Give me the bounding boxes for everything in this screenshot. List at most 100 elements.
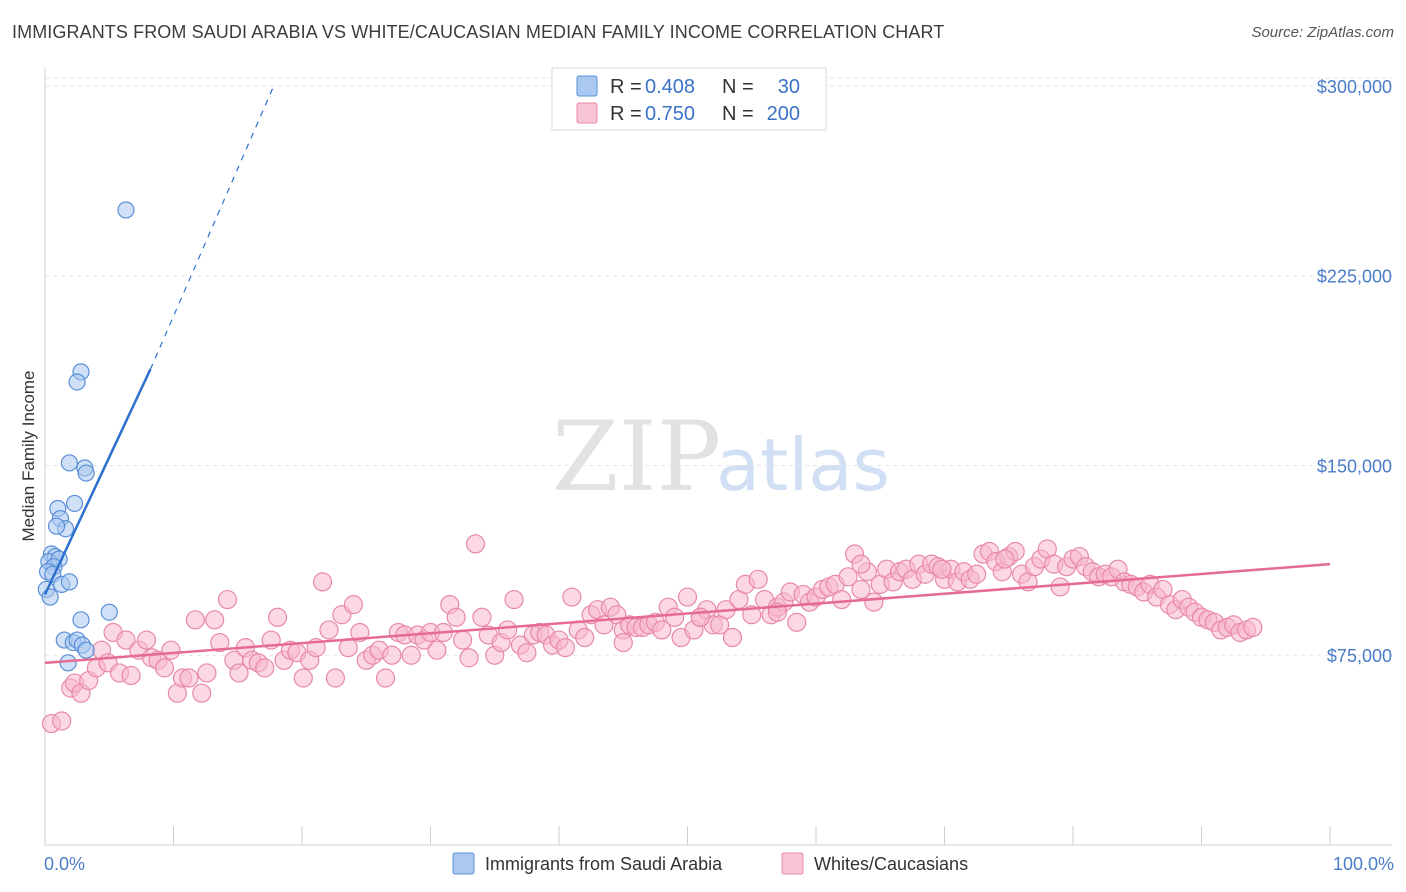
y-tick-label: $225,000 xyxy=(1317,267,1392,287)
data-point xyxy=(652,620,672,640)
trend-line-saudi-extension xyxy=(149,85,275,370)
data-point xyxy=(555,638,576,658)
data-point xyxy=(665,607,685,627)
data-point xyxy=(932,559,952,579)
x-tick-label-max: 100.0% xyxy=(1333,854,1394,874)
data-point xyxy=(343,595,363,615)
trend-lines xyxy=(43,85,1331,665)
data-point xyxy=(255,658,275,678)
data-point xyxy=(722,627,743,648)
data-point xyxy=(401,645,421,665)
data-point xyxy=(575,627,595,648)
data-point xyxy=(382,645,402,665)
series-whites-caucasians xyxy=(41,534,1263,734)
data-point xyxy=(116,630,136,650)
data-point xyxy=(742,605,762,625)
bottom-legend-swatch-blue xyxy=(452,852,475,875)
data-point xyxy=(1050,577,1070,597)
data-point xyxy=(504,589,524,610)
data-point xyxy=(179,668,199,688)
data-point xyxy=(41,588,59,606)
legend-n-label-1: N = xyxy=(722,76,754,98)
data-point xyxy=(185,610,205,630)
data-point xyxy=(60,454,79,472)
bottom-legend-label-blue: Immigrants from Saudi Arabia xyxy=(485,854,723,874)
data-point xyxy=(205,610,225,630)
data-point xyxy=(52,711,72,731)
data-point xyxy=(47,517,66,535)
data-point xyxy=(229,663,249,683)
data-point xyxy=(100,603,118,621)
data-point xyxy=(338,638,358,658)
y-tick-label: $75,000 xyxy=(1327,646,1392,666)
bottom-legend: Immigrants from Saudi Arabia Whites/Cauc… xyxy=(452,852,968,875)
legend-n-value-2: 200 xyxy=(767,103,800,125)
data-point xyxy=(851,579,871,600)
gridlines xyxy=(45,77,1392,656)
legend-swatch-blue xyxy=(576,75,598,97)
data-point xyxy=(72,611,90,629)
legend-r-value-2: 0.750 xyxy=(645,103,695,125)
data-point xyxy=(967,564,987,584)
source-label: Source: ZipAtlas.com xyxy=(1251,24,1394,41)
data-point xyxy=(517,643,537,663)
y-axis-label: Median Family Income xyxy=(19,370,38,541)
data-point xyxy=(459,648,479,668)
data-point xyxy=(453,630,473,650)
data-point xyxy=(613,632,633,653)
data-point xyxy=(562,587,582,607)
data-point xyxy=(77,464,95,482)
bottom-legend-swatch-pink xyxy=(781,852,804,875)
data-point xyxy=(851,554,871,574)
data-point xyxy=(995,549,1015,569)
legend-r-value-1: 0.408 xyxy=(645,76,695,98)
x-ticks xyxy=(44,826,1331,845)
data-point xyxy=(154,658,175,678)
y-tick-labels: $75,000 $150,000 $225,000 $300,000 xyxy=(1317,77,1392,666)
data-point xyxy=(375,668,396,688)
stats-legend-box xyxy=(551,67,827,131)
data-point xyxy=(60,573,79,591)
data-point xyxy=(472,607,492,627)
data-point xyxy=(77,641,95,659)
data-point xyxy=(217,589,238,610)
x-tick-label-min: 0.0% xyxy=(44,854,85,874)
data-point xyxy=(319,620,339,640)
data-point xyxy=(748,569,768,589)
data-point xyxy=(136,630,157,650)
data-point xyxy=(210,632,230,653)
data-point xyxy=(465,534,486,554)
data-point xyxy=(121,665,141,686)
bottom-legend-label-pink: Whites/Caucasians xyxy=(814,854,968,874)
series-immigrants-saudi-arabia xyxy=(37,201,135,672)
data-point xyxy=(832,589,852,610)
data-point xyxy=(838,567,858,587)
data-point xyxy=(267,607,288,627)
data-point xyxy=(197,663,217,683)
data-point xyxy=(498,620,518,640)
data-point xyxy=(677,587,698,607)
legend-swatch-pink xyxy=(576,102,598,124)
data-point xyxy=(192,683,212,703)
axes xyxy=(44,68,1392,846)
y-tick-label: $300,000 xyxy=(1317,77,1392,97)
trend-line-whites xyxy=(44,562,1331,665)
y-tick-label: $150,000 xyxy=(1317,456,1392,476)
data-point xyxy=(65,494,84,513)
trend-line-saudi xyxy=(43,368,152,596)
data-point xyxy=(427,640,447,660)
data-point xyxy=(864,592,884,612)
legend-n-label-2: N = xyxy=(722,103,754,125)
data-point xyxy=(293,668,313,688)
data-point xyxy=(161,640,181,660)
data-point xyxy=(787,612,807,632)
data-point xyxy=(446,607,466,627)
stats-legend: R = 0.408 N = 30 R = 0.750 N = 200 xyxy=(551,67,827,131)
data-point xyxy=(1243,617,1263,638)
watermark-zip: ZIP xyxy=(552,401,721,513)
data-point xyxy=(350,622,370,643)
legend-r-label-1: R = xyxy=(610,76,642,98)
legend-n-value-1: 30 xyxy=(778,76,800,98)
legend-r-label-2: R = xyxy=(610,103,642,125)
